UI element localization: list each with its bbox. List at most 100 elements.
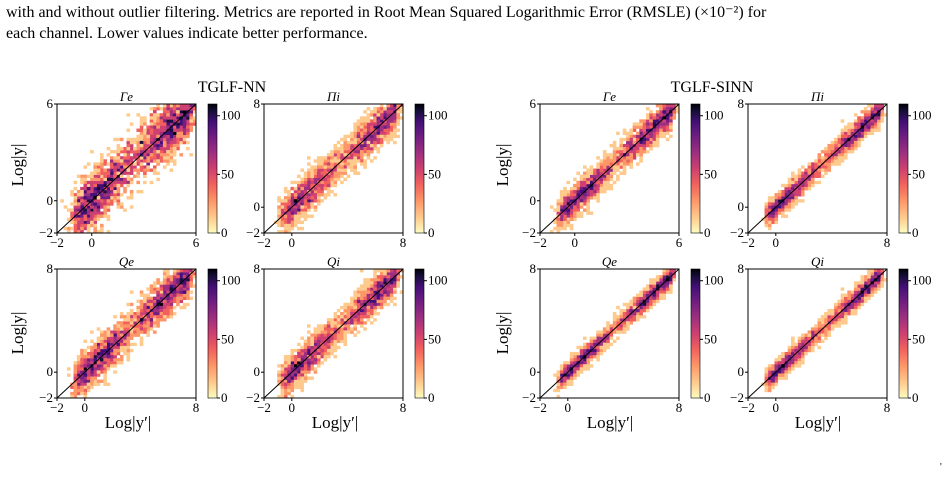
density-cell	[359, 147, 364, 151]
density-cell	[800, 361, 805, 365]
density-cell	[586, 183, 590, 188]
density-cell	[159, 318, 164, 322]
density-cell	[90, 361, 94, 365]
density-cell	[300, 345, 305, 350]
density-cell	[576, 180, 581, 185]
density-cell	[569, 214, 574, 218]
density-cell	[669, 119, 673, 123]
density-cell	[774, 193, 779, 197]
density-cell	[774, 199, 779, 203]
density-cell	[323, 165, 328, 169]
density-cell	[162, 165, 167, 169]
density-cell	[563, 385, 567, 390]
density-cell	[586, 364, 590, 368]
density-cell	[810, 168, 815, 172]
density-cell	[186, 131, 190, 136]
density-cell	[313, 165, 318, 169]
density-cell	[622, 162, 627, 166]
density-cell	[767, 367, 772, 371]
density-cell	[340, 336, 344, 340]
density-cell	[277, 394, 281, 399]
density-cell	[616, 165, 620, 169]
density-cell	[326, 180, 331, 185]
density-cell	[343, 318, 348, 322]
density-cell	[333, 180, 338, 185]
density-cell	[162, 107, 167, 111]
density-cell	[316, 333, 321, 337]
colorbar-tick-label: 100	[221, 108, 241, 123]
density-cell	[576, 193, 581, 197]
density-cell	[96, 196, 101, 200]
density-cell	[652, 299, 657, 304]
density-cell	[579, 367, 584, 371]
density-cell	[569, 355, 574, 359]
density-cell	[870, 128, 875, 132]
density-cell	[366, 156, 371, 160]
density-cell	[73, 385, 78, 390]
density-cell	[336, 321, 341, 325]
y-tick-label: 8	[47, 261, 54, 276]
density-cell	[609, 153, 614, 157]
density-cell	[843, 302, 848, 307]
density-cell	[353, 308, 357, 313]
density-cell	[73, 382, 78, 387]
density-cell	[635, 318, 640, 322]
density-cell	[83, 174, 88, 179]
density-cell	[870, 104, 875, 108]
density-cell	[162, 150, 167, 154]
density-cell	[83, 223, 88, 228]
density-cell	[559, 367, 564, 371]
density-cell	[179, 275, 184, 279]
density-cell	[346, 305, 351, 310]
density-cell	[149, 150, 154, 154]
density-cell	[189, 281, 193, 285]
density-cell	[133, 342, 137, 347]
density-cell	[830, 327, 835, 331]
density-cell	[86, 351, 91, 356]
density-cell	[172, 299, 177, 304]
density-cell	[136, 137, 141, 142]
density-cell	[297, 217, 301, 222]
density-cell	[800, 190, 805, 194]
density-cell	[143, 302, 147, 307]
density-cell	[333, 315, 338, 319]
density-cell	[80, 196, 84, 200]
density-cell	[166, 110, 170, 114]
density-cell	[96, 202, 101, 206]
density-cell	[119, 183, 124, 188]
density-cell	[313, 361, 318, 365]
density-cell	[290, 220, 295, 225]
density-cell	[396, 113, 400, 117]
density-cell	[553, 373, 557, 377]
density-cell	[791, 202, 795, 206]
density-cell	[310, 336, 314, 340]
density-cell	[579, 186, 584, 191]
density-cell	[313, 342, 318, 347]
density-cell	[669, 116, 673, 120]
density-cell	[824, 150, 828, 154]
density-cell	[293, 373, 298, 377]
density-cell	[169, 107, 174, 111]
density-cell	[566, 361, 571, 365]
density-cell	[629, 137, 633, 142]
density-cell	[316, 183, 321, 188]
density-cell	[119, 327, 124, 331]
density-cell	[116, 162, 121, 166]
density-cell	[659, 131, 663, 136]
density-cell	[343, 305, 348, 310]
density-cell	[103, 205, 107, 209]
density-cell	[300, 211, 305, 215]
density-cell	[310, 202, 314, 206]
density-cell	[566, 373, 571, 377]
density-cell	[186, 147, 190, 151]
density-cell	[662, 272, 667, 276]
density-cell	[323, 330, 328, 334]
density-cell	[189, 104, 193, 108]
density-cell	[93, 342, 98, 347]
density-cell	[86, 226, 91, 231]
density-cell	[376, 284, 381, 288]
density-cell	[824, 165, 828, 169]
panel-frame	[56, 103, 197, 234]
density-cell	[330, 324, 334, 328]
density-cell	[386, 287, 391, 291]
